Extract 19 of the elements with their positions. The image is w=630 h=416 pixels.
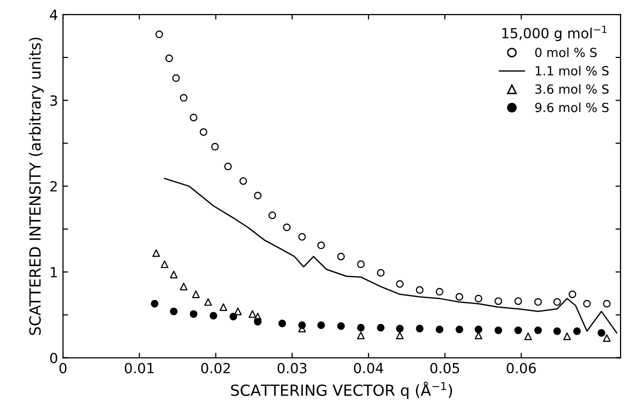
legend-label: 0 mol % S [535,47,597,58]
legend-label: 9.6 mol % S [535,102,609,112]
legend-label: 1.1 mol % S [536,66,609,76]
y-tick-label: 0 [50,352,58,364]
x-tick-label: 0.03 [278,362,306,374]
x-tick-label: 0.01 [124,362,154,374]
x-tick-label: 0.04 [354,362,384,374]
x-tick-label: 0.05 [430,362,460,374]
legend-title: 15,000 g mol$^{−1}$ [502,26,606,42]
x-tick-label: 0.02 [201,362,230,374]
x-tick-label: 0.06 [506,362,536,374]
x-axis-title: SCATTERING VECTOR q (Å$^{−1}$) [231,382,452,399]
y-axis-title: SCATTERED INTENSITY (arbitrary units) [28,38,44,335]
x-tick-label: 0 [59,362,66,374]
legend-label: 3.6 mol % S [535,84,609,94]
y-tick-label: 4 [50,10,58,20]
y-tick-label: 3 [50,95,58,106]
y-tick-label: 2 [50,181,57,192]
y-tick-label: 1 [50,267,57,278]
